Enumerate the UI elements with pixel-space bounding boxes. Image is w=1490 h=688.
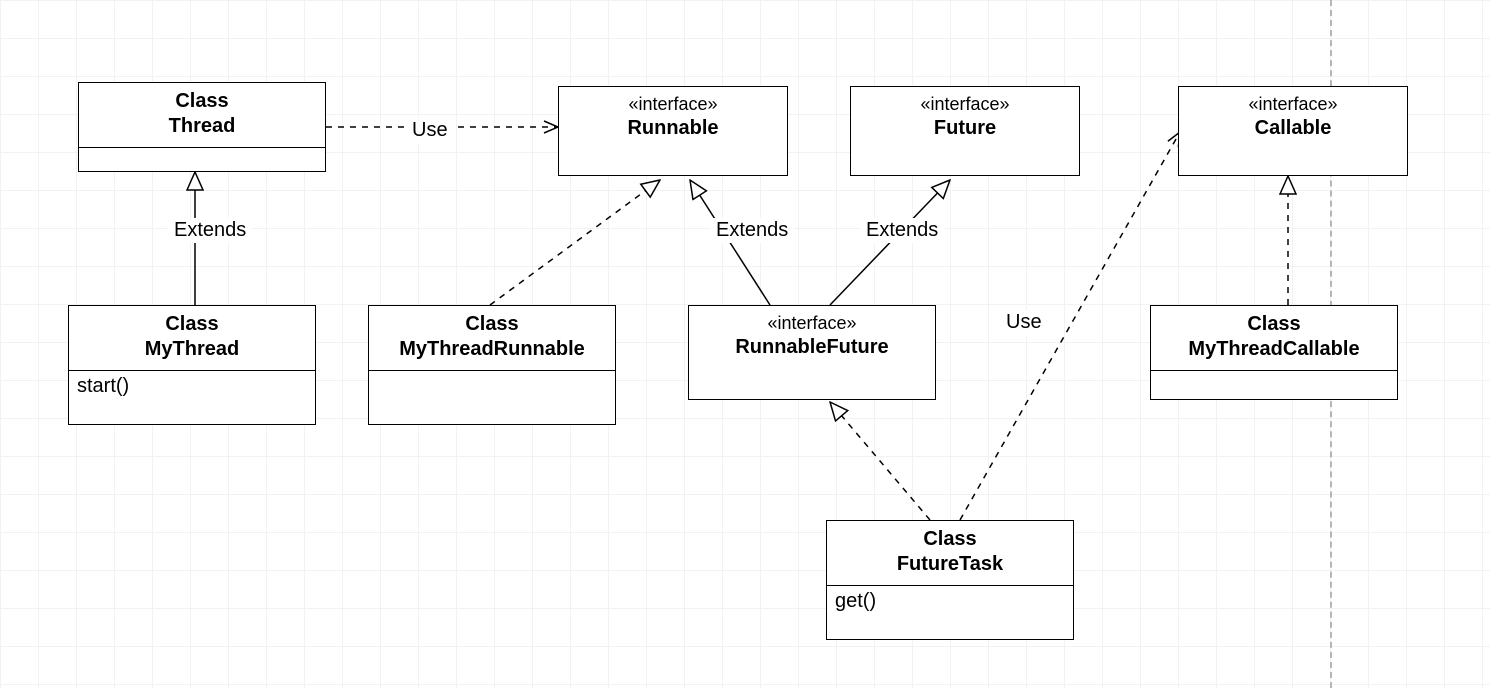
uml-node-futuretask[interactable]: ClassFutureTaskget() (826, 520, 1074, 640)
edge-label-futtask-use-callable: Use (1000, 310, 1048, 335)
uml-node-mythreadcallable[interactable]: ClassMyThreadCallable (1150, 305, 1398, 400)
node-name: Thread (87, 114, 317, 139)
node-name: Future (859, 116, 1071, 141)
node-name: MyThreadCallable (1159, 337, 1389, 362)
edge-label-runfut-ext-future: Extends (860, 218, 944, 243)
stereotype-label: «interface» (859, 93, 1071, 116)
class-word: Class (1159, 312, 1389, 337)
class-word: Class (377, 312, 607, 337)
uml-node-thread[interactable]: ClassThread (78, 82, 326, 172)
uml-node-callable[interactable]: «interface»Callable (1178, 86, 1408, 176)
stereotype-label: «interface» (1187, 93, 1399, 116)
edge-label-runfut-ext-runnable: Extends (710, 218, 794, 243)
diagram-canvas: ClassThread«interface»Runnable«interface… (0, 0, 1490, 688)
uml-node-mythread[interactable]: ClassMyThreadstart() (68, 305, 316, 425)
class-word: Class (87, 89, 317, 114)
node-title: ClassMyThreadCallable (1151, 306, 1397, 370)
node-name: FutureTask (835, 552, 1065, 577)
uml-node-runnable[interactable]: «interface»Runnable (558, 86, 788, 176)
node-name: RunnableFuture (697, 335, 927, 360)
methods-compartment: get() (827, 586, 1073, 617)
node-title: ClassFutureTask (827, 521, 1073, 585)
stereotype-label: «interface» (567, 93, 779, 116)
node-title: «interface»RunnableFuture (689, 306, 935, 368)
class-word: Class (77, 312, 307, 337)
methods-compartment (369, 371, 615, 399)
methods-compartment: start() (69, 371, 315, 402)
edge-label-thread-use-runnable: Use (406, 118, 454, 143)
class-word: Class (835, 527, 1065, 552)
uml-node-runnablefuture[interactable]: «interface»RunnableFuture (688, 305, 936, 400)
node-title: ClassMyThread (69, 306, 315, 370)
node-title: «interface»Runnable (559, 87, 787, 149)
node-name: Runnable (567, 116, 779, 141)
node-name: MyThread (77, 337, 307, 362)
node-title: ClassThread (79, 83, 325, 147)
node-name: MyThreadRunnable (377, 337, 607, 362)
methods-compartment (79, 148, 325, 176)
node-title: «interface»Future (851, 87, 1079, 149)
methods-compartment (1151, 371, 1397, 399)
node-title: ClassMyThreadRunnable (369, 306, 615, 370)
uml-node-future[interactable]: «interface»Future (850, 86, 1080, 176)
edge-label-mythread-ext-thread: Extends (168, 218, 252, 243)
node-title: «interface»Callable (1179, 87, 1407, 149)
uml-node-mythreadrunnable[interactable]: ClassMyThreadRunnable (368, 305, 616, 425)
stereotype-label: «interface» (697, 312, 927, 335)
node-name: Callable (1187, 116, 1399, 141)
